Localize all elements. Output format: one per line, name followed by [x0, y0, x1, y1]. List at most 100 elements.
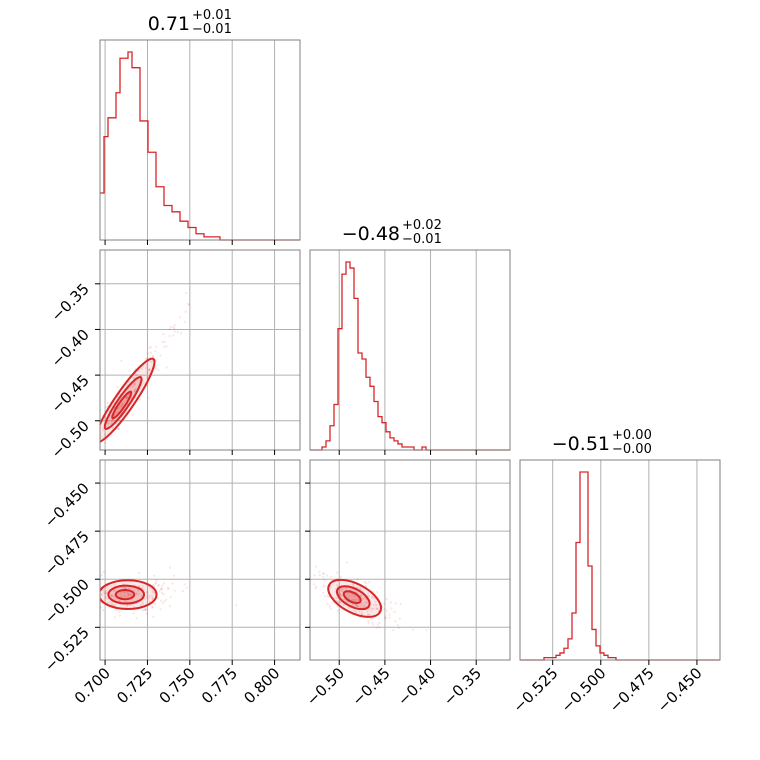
sample-point [105, 592, 108, 595]
sample-point [183, 583, 186, 586]
sample-point [118, 406, 121, 409]
sample-point [355, 598, 358, 601]
sample-point [107, 601, 110, 604]
sample-point [339, 593, 342, 597]
sample-point [70, 481, 72, 483]
sample-point [119, 595, 122, 598]
sample-point [358, 610, 361, 613]
sample-point [318, 570, 321, 573]
sample-point [93, 452, 95, 454]
sample-point [143, 608, 146, 611]
sample-point [106, 587, 109, 590]
sample-point [156, 584, 160, 587]
sample-point [116, 385, 119, 388]
sample-point [348, 595, 351, 598]
sample-point [152, 615, 155, 618]
sample-point [367, 619, 370, 622]
sample-point [78, 449, 80, 451]
sample-point [157, 368, 160, 371]
sample-point [185, 586, 188, 589]
gridlines [100, 460, 300, 660]
sample-point [145, 366, 148, 369]
sample-point [135, 617, 138, 620]
sample-point [179, 332, 183, 335]
sample-point [376, 623, 380, 626]
sample-point [94, 590, 96, 592]
sample-point [128, 370, 131, 373]
sample-point [355, 604, 358, 607]
sample-point [131, 587, 134, 590]
sample-point [92, 575, 94, 577]
sample-point [120, 406, 123, 409]
sample-point [91, 453, 93, 455]
sample-point [123, 600, 127, 603]
panel-frame [99, 459, 301, 661]
sample-point [113, 589, 116, 592]
sample-point [94, 593, 96, 595]
sample-point [372, 607, 375, 610]
sample-point [142, 381, 145, 384]
sample-point [154, 350, 157, 353]
sample-point [133, 389, 137, 392]
sample-point [131, 413, 134, 416]
scatter-points [92, 566, 238, 620]
sample-point [146, 357, 149, 360]
sample-point [144, 608, 147, 612]
sample-point [363, 604, 366, 607]
sample-point [128, 587, 131, 590]
sample-point [149, 346, 152, 349]
sample-point [366, 613, 370, 616]
sample-point [313, 574, 316, 577]
y-tick-label: −0.50 [48, 417, 93, 462]
sample-point [124, 586, 127, 589]
sample-point [340, 589, 344, 592]
sample-point [341, 587, 345, 590]
sample-point [393, 610, 396, 613]
sample-point [107, 422, 110, 425]
sample-point [96, 437, 98, 439]
sample-point [173, 589, 176, 592]
sample-point [71, 481, 73, 483]
sample-point [339, 600, 342, 604]
sample-point [132, 383, 135, 386]
sample-point [181, 590, 184, 593]
sample-point [304, 575, 306, 577]
sample-point [145, 612, 148, 615]
sample-point [127, 593, 131, 596]
sample-point [75, 473, 77, 475]
sample-point [153, 602, 156, 605]
panel-title-plus: +0.02 [402, 218, 442, 233]
sample-point [394, 620, 397, 623]
sample-point [353, 595, 356, 598]
sample-point [336, 571, 339, 574]
sample-point [114, 609, 118, 612]
sample-point [75, 451, 77, 453]
sample-point [152, 355, 155, 359]
sample-point [109, 601, 112, 604]
sample-point [147, 597, 150, 600]
sample-point [385, 609, 388, 612]
sample-point [95, 603, 97, 605]
sample-point [145, 591, 148, 594]
sample-point [150, 360, 153, 363]
sample-point [388, 613, 391, 616]
sample-point [123, 590, 126, 593]
sample-point [353, 598, 356, 602]
sample-point [103, 592, 106, 596]
y-tick-label: −0.475 [41, 527, 93, 579]
sample-point [88, 453, 90, 455]
sample-point [132, 389, 136, 393]
sample-point [383, 602, 386, 605]
sample-point [322, 575, 325, 579]
sample-point [345, 561, 348, 564]
contour-fill [108, 585, 145, 604]
sample-point [355, 600, 358, 603]
sample-point [154, 581, 157, 584]
sample-point [93, 594, 95, 596]
sample-point [105, 589, 108, 592]
sample-point [171, 582, 174, 585]
sample-point [92, 597, 94, 599]
sample-point [383, 607, 386, 611]
sample-point [161, 601, 165, 605]
